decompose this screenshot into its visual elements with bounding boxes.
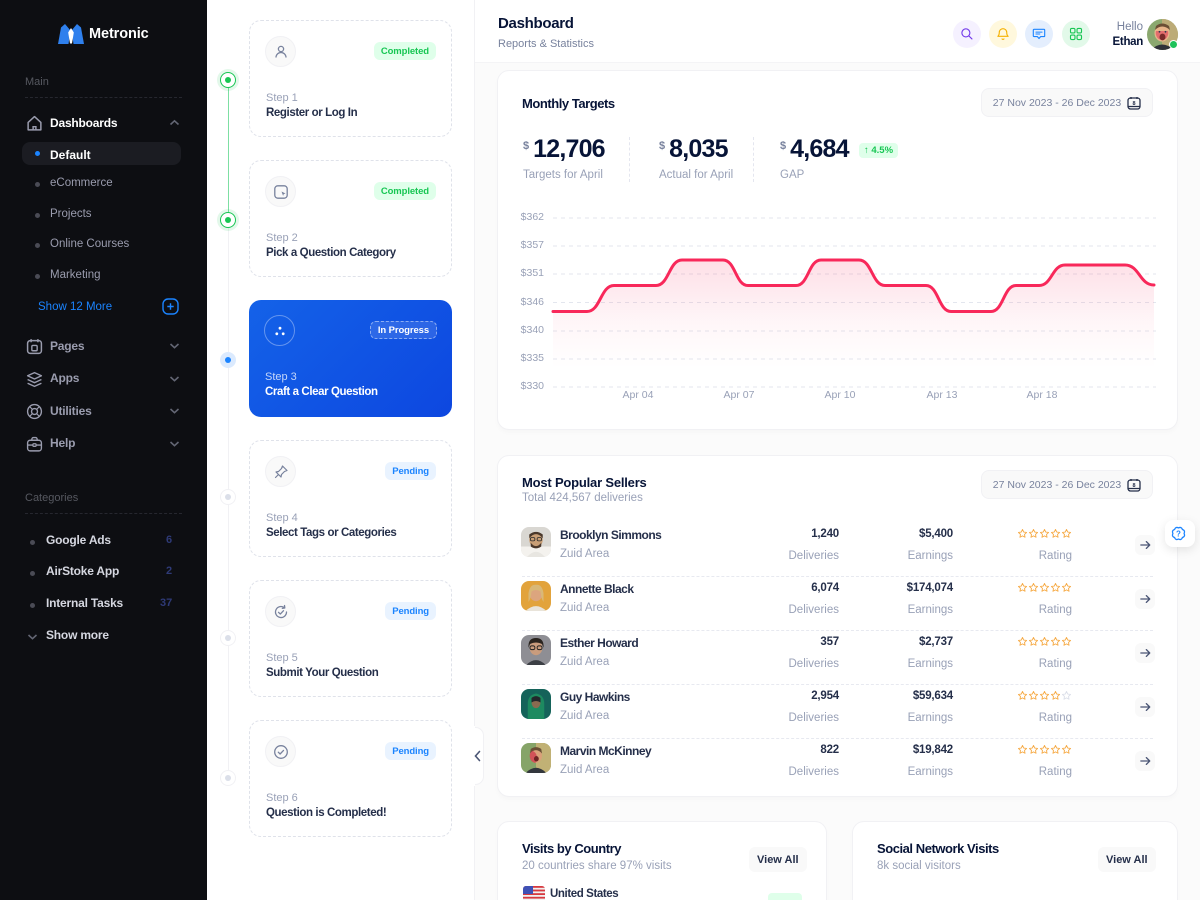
svg-text:8: 8: [1133, 483, 1136, 489]
svg-text:?: ?: [1176, 529, 1181, 538]
svg-text:8: 8: [1133, 101, 1136, 107]
